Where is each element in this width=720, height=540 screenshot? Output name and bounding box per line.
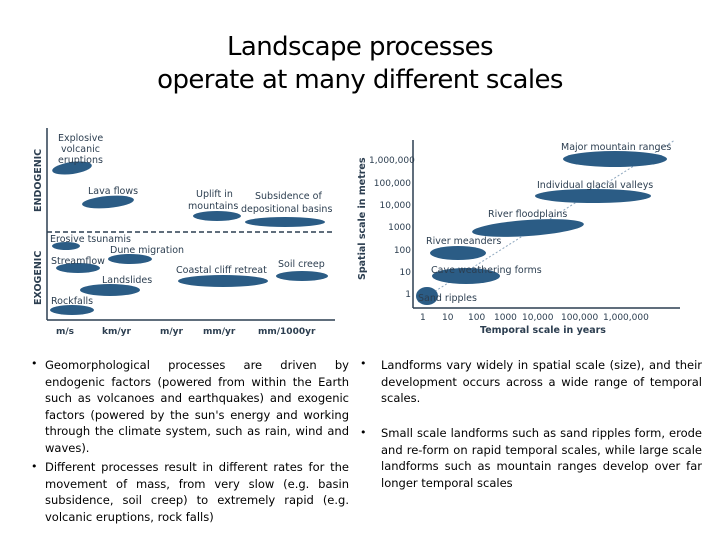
x-tick-10000: 10,000: [522, 313, 554, 323]
y-tick-1: 1: [405, 290, 411, 300]
slide-title-line-1: Landscape processes: [227, 32, 494, 62]
label-erosive-tsunamis: Erosive tsunamis: [50, 234, 131, 245]
y-tick-100000: 100,000: [373, 179, 411, 189]
label-individual-glacial-valleys: Individual glacial valleys: [537, 180, 654, 191]
endogenic-axis-label: ENDOGENIC: [33, 148, 44, 212]
erosive-tsunamis-blob: [52, 242, 80, 250]
label-depositional-basins: depositional basins: [241, 204, 333, 215]
y-tick-10: 10: [399, 268, 411, 278]
lava-flows-blob: [82, 195, 134, 209]
label-major-mountain-ranges: Major mountain ranges: [561, 142, 672, 153]
label-mountains: mountains: [188, 201, 239, 212]
bullet-marker: •: [31, 357, 38, 370]
process-rate-figure: [46, 128, 335, 321]
y-tick-1000000: 1,000,000: [369, 156, 415, 166]
river-meanders-blob: [430, 246, 486, 260]
x-tick-mm-yr: mm/yr: [203, 327, 236, 337]
x-tick-mm-1000yr: mm/1000yr: [258, 327, 316, 337]
label-streamflow: Streamflow: [51, 256, 105, 267]
x-tick-100000: 100,000: [561, 313, 599, 323]
glacial-valleys-blob: [535, 189, 651, 203]
label-subsidence-of: Subsidence of: [255, 191, 322, 202]
rockfalls-blob: [50, 305, 94, 315]
left-bullet-2: Different processes result in different …: [45, 460, 349, 524]
label-river-meanders: River meanders: [426, 236, 502, 247]
label-uplift-in: Uplift in: [196, 189, 233, 200]
label-eruptions: eruptions: [58, 155, 103, 166]
label-soil-creep: Soil creep: [278, 259, 325, 270]
label-dune-migration: Dune migration: [110, 245, 185, 256]
uplift-blob: [193, 211, 241, 221]
subsidence-blob: [245, 217, 325, 227]
bullet-marker: •: [360, 357, 367, 370]
x-tick-m-yr: m/yr: [160, 327, 183, 337]
mountain-ranges-blob: [563, 151, 667, 167]
soil-creep-blob: [276, 271, 328, 281]
cave-weathering-blob: [432, 268, 500, 284]
label-sand-ripples: Sand ripples: [418, 293, 477, 304]
explosive-eruptions-blob: [52, 161, 92, 175]
x-tick-100: 100: [468, 313, 486, 323]
label-cave-weathering-forms: Cave weathering forms: [431, 265, 542, 276]
label-coastal-cliff-retreat: Coastal cliff retreat: [176, 265, 267, 276]
x-tick-1000: 1000: [494, 313, 517, 323]
landslides-blob: [80, 284, 140, 296]
y-tick-10000: 10,000: [379, 201, 412, 211]
label-volcanic: volcanic: [61, 144, 101, 155]
x-tick-km-yr: km/yr: [102, 327, 131, 337]
temporal-scale-axis-label: Temporal scale in years: [480, 325, 606, 336]
dune-migration-blob: [108, 254, 152, 264]
bullet-marker: •: [360, 426, 367, 439]
sand-ripples-blob: [416, 287, 438, 305]
spatial-scale-axis-label: Spatial scale in metres: [357, 157, 368, 280]
x-tick-m-s: m/s: [56, 327, 75, 337]
x-tick-10: 10: [442, 313, 454, 323]
label-lava-flows: Lava flows: [88, 186, 139, 197]
left-bullet-1: Geomorphological processes are driven by…: [45, 358, 349, 455]
landform-scale-figure: [412, 139, 680, 309]
y-tick-100: 100: [393, 246, 411, 256]
slide-title-line-2: operate at many different scales: [157, 65, 563, 95]
river-floodplains-blob: [472, 219, 584, 237]
x-tick-1000000: 1,000,000: [603, 313, 649, 323]
right-bullet-1: Landforms vary widely in spatial scale (…: [381, 358, 702, 406]
exogenic-axis-label: EXOGENIC: [33, 250, 44, 305]
label-rockfalls: Rockfalls: [51, 296, 94, 307]
label-river-floodplains: River floodplains: [488, 209, 568, 220]
label-explosive: Explosive: [58, 133, 104, 144]
streamflow-blob: [56, 263, 100, 273]
label-landslides: Landslides: [102, 275, 153, 286]
x-tick-1: 1: [420, 313, 426, 323]
y-tick-1000: 1000: [388, 223, 411, 233]
coastal-cliff-blob: [178, 275, 268, 287]
bullet-marker: •: [31, 460, 38, 473]
right-bullet-2: Small scale landforms such as sand rippl…: [381, 426, 702, 490]
